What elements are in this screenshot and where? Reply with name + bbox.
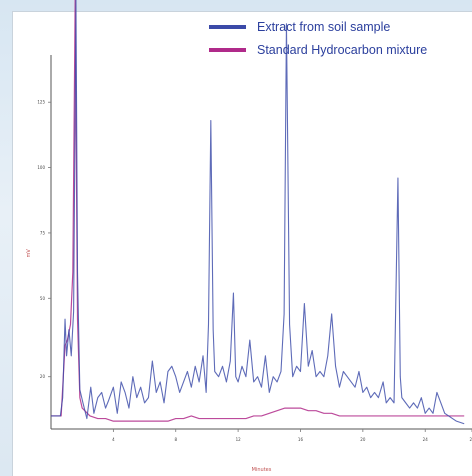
chart-panel — [12, 11, 472, 476]
chart-series-layer — [51, 0, 465, 425]
y-tick-label: 20 — [40, 374, 46, 379]
x-tick-label: 24 — [423, 437, 429, 442]
x-axis-title: Minutes — [252, 467, 272, 473]
hydrocarbon-standard-series-line — [51, 0, 465, 422]
legend-soil-label: Extract from soil sample — [257, 20, 390, 34]
y-tick-label: 125 — [37, 100, 45, 105]
x-tick-label: 16 — [298, 437, 304, 442]
x-tick-label: 4 — [112, 437, 115, 442]
x-tick-label: 8 — [174, 437, 177, 442]
y-tick-label: 50 — [40, 296, 46, 301]
chart-legend: Extract from soil sample Standard Hydroca… — [209, 20, 427, 57]
legend-standard-label: Standard Hydrocarbon mixture — [257, 43, 427, 57]
chart-axes: 20 50 75 100 125 4 8 12 16 20 24 28 Minutes mV — [26, 55, 472, 473]
y-axis-title: mV — [26, 249, 32, 258]
y-tick-label: 100 — [37, 165, 45, 170]
x-tick-label: 20 — [360, 437, 366, 442]
x-tick-label: 12 — [236, 437, 242, 442]
y-tick-label: 75 — [40, 230, 46, 235]
x-tick-label: 28 — [469, 437, 472, 442]
soil-extract-series-line — [51, 0, 465, 425]
